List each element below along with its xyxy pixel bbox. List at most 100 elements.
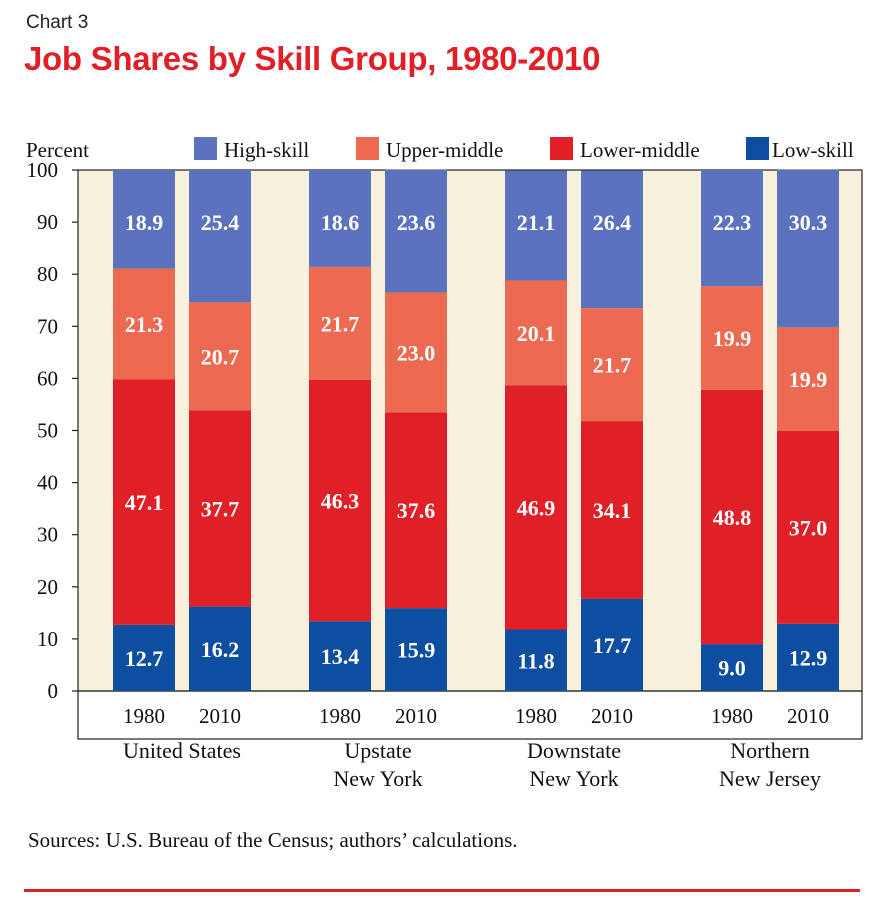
chart-number-label: Chart 3 [26, 12, 89, 33]
data-label: 25.4 [201, 210, 240, 235]
legend-swatch-lower-middle [550, 137, 573, 160]
data-label: 16.2 [201, 637, 240, 662]
bar-segment-upper-middle [113, 268, 175, 380]
y-tick-label: 30 [37, 523, 58, 547]
data-label: 26.4 [593, 210, 632, 235]
data-label: 9.0 [718, 656, 746, 681]
bar-segment-high-skill [113, 170, 175, 269]
data-label: 21.7 [593, 353, 632, 378]
data-label: 23.6 [397, 210, 436, 235]
bar-segment-high-skill [309, 170, 371, 267]
source-note: Sources: U.S. Bureau of the Census; auth… [28, 828, 518, 852]
bar-segment-low-skill [113, 624, 175, 691]
group-label: United States [123, 738, 241, 763]
x-tick-label: 1980 [711, 704, 753, 728]
bar-segment-low-skill [385, 608, 447, 691]
y-tick-label: 90 [37, 210, 58, 234]
y-tick-label: 40 [37, 471, 58, 495]
bar-segment-lower-middle [189, 410, 251, 607]
legend-swatch-low-skill [746, 137, 769, 160]
legend-label: Low-skill [772, 138, 854, 162]
group-label: New Jersey [719, 766, 821, 791]
bar-segment-lower-middle [113, 379, 175, 625]
bar-segment-lower-middle [581, 421, 643, 599]
bar-segment-high-skill [189, 170, 251, 303]
group-label: Northern [730, 738, 809, 763]
y-tick-label: 20 [37, 575, 58, 599]
bar-segment-upper-middle [385, 292, 447, 413]
data-label: 46.3 [321, 489, 360, 514]
bar-segment-low-skill [309, 621, 371, 691]
data-label: 48.8 [713, 505, 752, 530]
data-label: 20.7 [201, 344, 240, 369]
bar-segment-high-skill [581, 170, 643, 309]
data-label: 47.1 [125, 490, 164, 515]
data-label: 20.1 [517, 321, 556, 346]
y-tick-label: 80 [37, 262, 58, 286]
category-axis-strip [77, 690, 863, 740]
y-tick-label: 60 [37, 366, 58, 390]
x-tick-label: 1980 [123, 704, 165, 728]
bar-segment-upper-middle [701, 286, 763, 390]
bar-segment-low-skill [505, 629, 567, 691]
x-tick-label: 2010 [591, 704, 633, 728]
bar-segment-high-skill [701, 170, 763, 287]
bar-segment-upper-middle [777, 327, 839, 432]
x-tick-label: 1980 [515, 704, 557, 728]
bar-segment-low-skill [701, 644, 763, 691]
data-label: 37.6 [397, 498, 436, 523]
bar-segment-lower-middle [777, 431, 839, 624]
bar-segment-upper-middle [309, 266, 371, 380]
bar-segment-low-skill [777, 623, 839, 691]
data-label: 18.6 [321, 210, 360, 235]
data-label: 13.4 [321, 644, 360, 669]
y-tick-label: 70 [37, 314, 58, 338]
bar-segment-lower-middle [309, 379, 371, 622]
bar-segment-upper-middle [581, 308, 643, 422]
bar-segment-low-skill [189, 606, 251, 691]
y-tick-label: 50 [37, 419, 58, 443]
x-tick-label: 2010 [787, 704, 829, 728]
data-label: 17.7 [593, 633, 632, 658]
data-label: 21.1 [517, 210, 556, 235]
data-label: 23.0 [397, 340, 436, 365]
stacked-bar-chart: Percent 0 10 20 30 40 50 60 70 80 90 100 12.7 16.2 13.… [26, 137, 863, 791]
group-label: New York [333, 766, 422, 791]
legend-swatch-upper-middle [356, 137, 379, 160]
data-label: 21.7 [321, 311, 360, 336]
legend-label: Upper-middle [386, 138, 503, 162]
data-label: 30.3 [789, 210, 828, 235]
data-label: 19.9 [789, 367, 828, 392]
bar-segment-lower-middle [385, 412, 447, 609]
y-tick-label: 0 [48, 679, 59, 703]
bar-segment-high-skill [777, 169, 839, 328]
bar-segment-upper-middle [505, 280, 567, 386]
chart-title: Job Shares by Skill Group, 1980-2010 [24, 40, 601, 77]
bar-segment-high-skill [385, 169, 447, 293]
bar-segment-low-skill [581, 598, 643, 691]
data-label: 12.7 [125, 646, 164, 671]
y-tick-label: 100 [27, 158, 59, 182]
bar-segment-lower-middle [505, 385, 567, 630]
x-tick-label: 2010 [199, 704, 241, 728]
data-label: 37.7 [201, 496, 240, 521]
data-label: 18.9 [125, 210, 164, 235]
legend-swatch-high-skill [194, 137, 217, 160]
data-label: 19.9 [713, 326, 752, 351]
bar-segment-high-skill [505, 170, 567, 281]
data-label: 46.9 [517, 495, 556, 520]
data-label: 22.3 [713, 210, 752, 235]
y-axis-label: Percent [26, 138, 89, 162]
bar-segment-lower-middle [701, 389, 763, 645]
data-label: 37.0 [789, 515, 828, 540]
legend-label: High-skill [224, 138, 309, 162]
bar-segment-upper-middle [189, 302, 251, 411]
group-label: New York [529, 766, 618, 791]
data-label: 34.1 [593, 498, 632, 523]
data-label: 11.8 [517, 648, 554, 673]
x-tick-label: 1980 [319, 704, 361, 728]
data-label: 12.9 [789, 645, 828, 670]
group-label: Downstate [527, 738, 621, 763]
data-label: 21.3 [125, 312, 164, 337]
y-tick-label: 10 [37, 627, 58, 651]
